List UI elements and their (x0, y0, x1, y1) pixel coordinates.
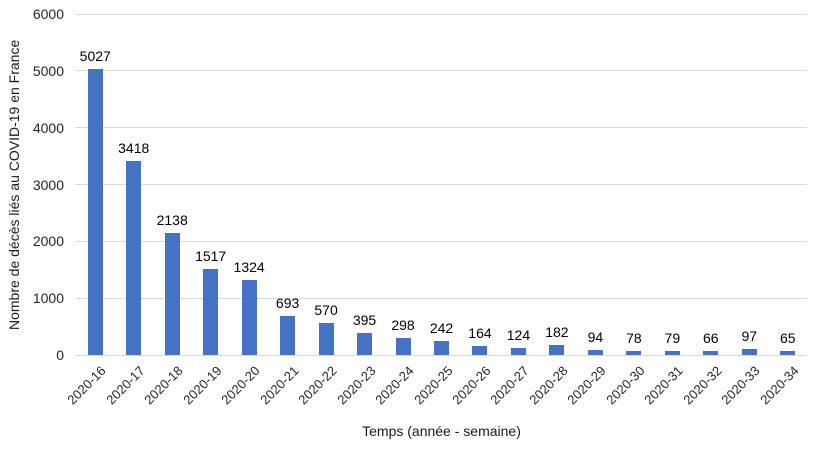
bar-2020-27 (510, 347, 526, 355)
data-label: 5027 (79, 48, 111, 65)
data-label: 97 (741, 328, 758, 345)
gridline (76, 184, 807, 185)
data-label: 1517 (195, 247, 227, 264)
data-label: 182 (545, 323, 569, 340)
bar-2020-19 (203, 268, 219, 355)
bar-2020-26 (472, 345, 488, 355)
bar-2020-22 (318, 322, 334, 355)
gridline (76, 70, 807, 72)
bar-2020-20 (241, 279, 257, 355)
x-axis-title: Temps (année - semaine) (362, 423, 521, 439)
bar-2020-18 (164, 233, 180, 355)
data-label: 570 (314, 301, 338, 318)
data-label: 2138 (156, 212, 188, 229)
bar-2020-32 (703, 351, 719, 355)
data-label: 395 (352, 311, 377, 328)
gridline (76, 297, 807, 299)
bar-2020-28 (549, 344, 565, 355)
data-label: 1324 (233, 258, 265, 275)
bar-2020-16 (87, 69, 103, 355)
gridline (76, 240, 807, 242)
bar-2020-34 (780, 351, 796, 355)
y-tick-label: 1000 (32, 290, 64, 307)
data-label: 79 (664, 329, 681, 346)
data-label: 94 (587, 328, 604, 345)
data-label: 693 (275, 294, 300, 311)
bar-2020-30 (626, 350, 642, 355)
data-label: 3418 (118, 139, 150, 156)
bar-2020-29 (587, 349, 603, 355)
data-label: 65 (779, 330, 796, 347)
y-tick-label: 4000 (32, 119, 64, 136)
y-tick-label: 0 (56, 347, 64, 363)
y-tick-label: 2000 (32, 233, 64, 250)
gridline (76, 13, 807, 15)
data-label: 66 (703, 330, 719, 347)
bar-2020-33 (741, 349, 757, 355)
gridline (76, 354, 807, 356)
bar-2020-21 (280, 315, 296, 355)
y-tick-label: 5000 (32, 62, 64, 79)
data-label: 242 (429, 320, 454, 337)
bar-2020-31 (664, 350, 680, 355)
data-label: 164 (468, 324, 492, 341)
data-label: 124 (506, 326, 531, 343)
bar-2020-24 (395, 338, 411, 355)
data-label: 78 (626, 329, 642, 346)
y-tick-label: 3000 (32, 176, 64, 193)
data-label: 298 (391, 317, 415, 334)
bar-2020-25 (434, 341, 449, 355)
gridline (76, 127, 807, 129)
y-tick-label: 6000 (32, 6, 64, 22)
bar-2020-17 (126, 160, 142, 355)
bar-2020-23 (357, 332, 373, 355)
